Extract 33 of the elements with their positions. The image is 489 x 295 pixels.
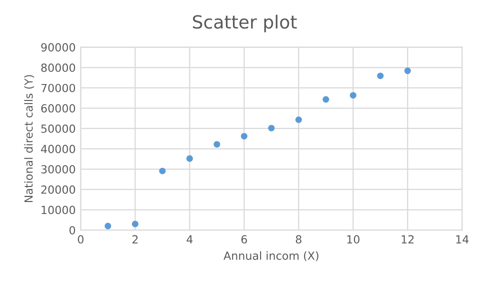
point bbox=[240, 132, 248, 140]
x-tick-label: 12 bbox=[402, 235, 414, 244]
point bbox=[404, 68, 411, 74]
y-axis-title: National direct calls (Y) bbox=[24, 75, 34, 202]
point bbox=[268, 124, 275, 132]
x-axis-title: Annual incom (X) bbox=[224, 251, 318, 262]
x-tick-label: 14 bbox=[456, 235, 469, 244]
point bbox=[214, 141, 220, 148]
y-tick-label: 10000 bbox=[42, 206, 76, 214]
x-tick-label: 2 bbox=[132, 235, 138, 244]
y-tick-label: 60000 bbox=[41, 104, 76, 113]
point bbox=[322, 96, 330, 103]
y-tick-label: 80000 bbox=[41, 63, 76, 72]
x-tick-label: 8 bbox=[296, 235, 302, 244]
point bbox=[186, 155, 193, 162]
x-tick-label: 0 bbox=[78, 235, 84, 244]
y-tick-label: 50000 bbox=[41, 124, 76, 133]
x-tick-label: 6 bbox=[241, 235, 247, 244]
x-tick-label: 10 bbox=[347, 235, 360, 244]
y-tick-label: 20000 bbox=[41, 185, 76, 194]
point bbox=[377, 72, 384, 80]
y-tick-label: 70000 bbox=[41, 84, 76, 92]
chart-title: Scatter plot bbox=[192, 14, 297, 32]
y-tick-label: 90000 bbox=[41, 43, 76, 52]
y-tick-label: 30000 bbox=[41, 165, 76, 174]
point bbox=[159, 168, 166, 174]
point bbox=[104, 222, 112, 230]
y-tick-label: 40000 bbox=[41, 144, 76, 154]
point bbox=[350, 92, 356, 99]
x-tick-label: 4 bbox=[186, 235, 193, 244]
point bbox=[132, 220, 138, 228]
point bbox=[295, 116, 302, 124]
y-tick-label: 0 bbox=[69, 226, 76, 234]
